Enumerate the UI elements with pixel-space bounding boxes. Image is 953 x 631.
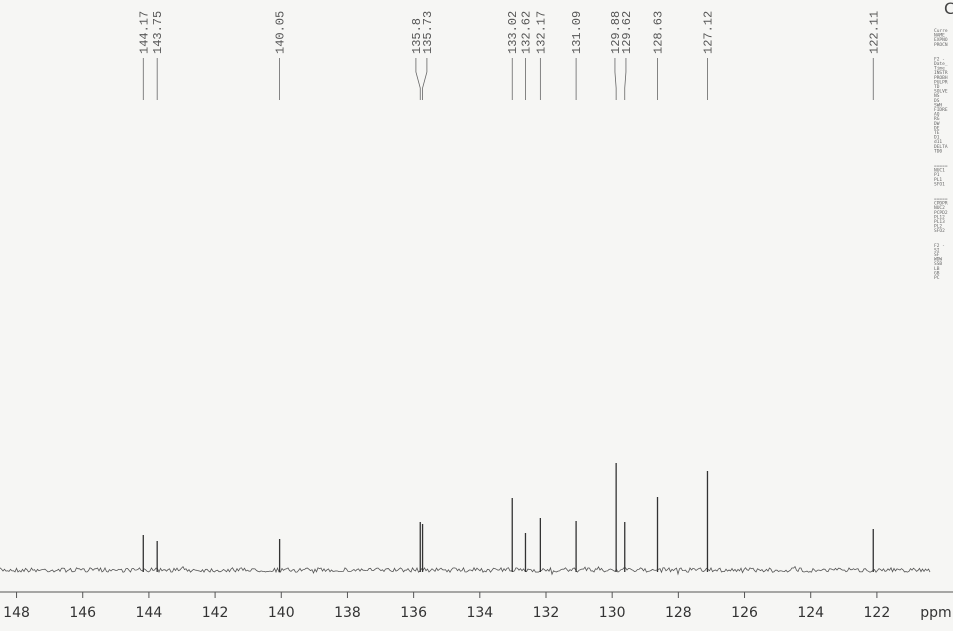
parameter-name: Curre <box>934 28 948 34</box>
parameter-name: TD0 <box>934 148 942 154</box>
parameter-name: EXPNO <box>934 37 948 43</box>
parameter-name: NS <box>934 93 940 99</box>
x-tick-label: 148 <box>3 605 30 621</box>
parameter-name: RG <box>934 116 940 122</box>
parameter-name: F2 - <box>934 243 945 249</box>
peak-label-leader <box>422 58 428 100</box>
parameter-name: P1 <box>934 172 940 178</box>
x-tick-label: 126 <box>731 605 758 621</box>
parameter-name: SFO2 <box>934 228 945 234</box>
parameter-name: PROCN <box>934 42 948 48</box>
parameter-name: SI <box>934 247 940 253</box>
peak-label-leader <box>415 58 421 100</box>
parameter-name: ===== <box>934 164 948 169</box>
parameter-name: NAME <box>934 33 945 39</box>
parameter-name: DW <box>934 121 940 127</box>
x-tick-label: 122 <box>864 605 891 621</box>
parameter-name: LB <box>934 266 940 272</box>
x-tick-label: 132 <box>533 605 560 621</box>
peak-label: 143.75 <box>151 11 165 54</box>
baseline-noise <box>0 565 931 576</box>
parameter-name: PL12 <box>934 214 945 220</box>
x-tick-label: 124 <box>797 605 824 621</box>
parameter-name: AQ <box>934 112 940 118</box>
peak-label: 127.12 <box>701 11 715 54</box>
parameter-name: PC <box>934 275 940 281</box>
parameter-name: TD <box>934 84 940 90</box>
peak-label: 132.62 <box>519 11 533 54</box>
parameter-name: PCPD2 <box>934 210 948 216</box>
parameter-name: PULPR <box>934 79 948 85</box>
peak-label-leader <box>614 58 617 100</box>
parameter-name: DELTA <box>934 144 948 150</box>
x-tick-label: 146 <box>69 605 96 621</box>
parameter-name: SFO1 <box>934 181 945 187</box>
parameter-name: ===== <box>934 197 948 202</box>
parameter-name: NUC1 <box>934 168 945 174</box>
peak-label: 135.73 <box>421 11 435 54</box>
parameter-name: SSB <box>934 261 942 267</box>
peak-label: 131.09 <box>570 11 584 54</box>
x-tick-label: 128 <box>665 605 692 621</box>
peak-label: 128.63 <box>652 11 666 54</box>
peak-label: 129.88 <box>609 11 623 54</box>
x-tick-label: 130 <box>599 605 626 621</box>
parameter-name: PL13 <box>934 219 945 225</box>
peak-label: 133.02 <box>506 11 520 54</box>
x-tick-label: 138 <box>334 605 361 621</box>
parameter-name: PL1 <box>934 177 942 183</box>
parameter-name: D1 <box>934 135 940 141</box>
x-axis-label: ppm <box>920 605 951 621</box>
parameter-name: FIDRE <box>934 107 948 113</box>
x-tick-label: 134 <box>466 605 493 621</box>
peak-label: 140.05 <box>274 11 288 54</box>
peak-label-leader <box>624 58 627 100</box>
x-tick-label: 144 <box>136 605 163 621</box>
parameter-name: d11 <box>934 139 942 145</box>
parameter-name: Date_ <box>934 61 948 67</box>
parameter-name: SWH <box>934 102 942 108</box>
peak-label: 122.11 <box>867 11 881 54</box>
parameter-name: TE <box>934 130 940 136</box>
parameter-name: PROBH <box>934 75 948 81</box>
parameter-name: CPDPR <box>934 201 948 207</box>
x-tick-label: 142 <box>202 605 229 621</box>
parameter-name: GB <box>934 270 940 276</box>
peak-label: 132.17 <box>534 11 548 54</box>
parameter-name: Time <box>934 66 945 72</box>
x-tick-label: 140 <box>268 605 295 621</box>
parameter-name: F2 - <box>934 56 945 62</box>
parameter-name: DS <box>934 98 940 104</box>
peak-label: 129.62 <box>620 11 634 54</box>
parameter-name: SOLVE <box>934 89 948 95</box>
parameter-name: NUC2 <box>934 205 945 211</box>
parameter-name: WDW <box>934 257 942 263</box>
x-tick-label: 136 <box>400 605 427 621</box>
peak-label: 135.8 <box>410 18 424 54</box>
corner-mark: C <box>944 0 953 18</box>
parameter-name: PL2 <box>934 224 942 230</box>
parameter-name: SF <box>934 252 940 258</box>
parameter-name: DE <box>934 125 940 131</box>
peak-label: 144.17 <box>137 11 151 54</box>
parameter-name: INSTR <box>934 70 948 76</box>
